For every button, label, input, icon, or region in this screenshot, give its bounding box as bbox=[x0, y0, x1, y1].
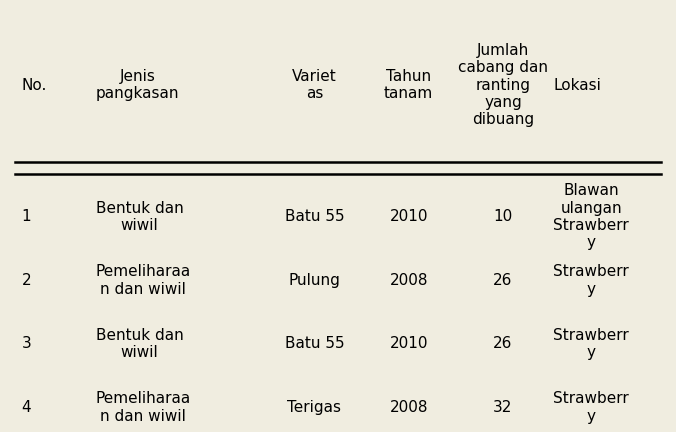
Text: Jumlah
cabang dan
ranting
yang
dibuang: Jumlah cabang dan ranting yang dibuang bbox=[458, 43, 548, 127]
Text: No.: No. bbox=[22, 78, 47, 92]
Text: 2010: 2010 bbox=[389, 210, 428, 224]
Text: Pemeliharaa
n dan wiwil: Pemeliharaa n dan wiwil bbox=[95, 391, 191, 424]
Text: Jenis
pangkasan: Jenis pangkasan bbox=[95, 69, 179, 101]
Text: 32: 32 bbox=[493, 400, 512, 415]
Text: 3: 3 bbox=[22, 337, 31, 351]
Text: Strawberr
y: Strawberr y bbox=[554, 264, 629, 297]
Text: Terigas: Terigas bbox=[287, 400, 341, 415]
Text: Tahun
tanam: Tahun tanam bbox=[384, 69, 433, 101]
Text: 26: 26 bbox=[493, 337, 512, 351]
Text: 2008: 2008 bbox=[389, 273, 428, 288]
Text: 2010: 2010 bbox=[389, 337, 428, 351]
Text: Batu 55: Batu 55 bbox=[285, 337, 344, 351]
Text: Lokasi: Lokasi bbox=[554, 78, 602, 92]
Text: Bentuk dan
wiwil: Bentuk dan wiwil bbox=[95, 328, 183, 360]
Text: Pemeliharaa
n dan wiwil: Pemeliharaa n dan wiwil bbox=[95, 264, 191, 297]
Text: Bentuk dan
wiwil: Bentuk dan wiwil bbox=[95, 200, 183, 233]
Text: 1: 1 bbox=[22, 210, 31, 224]
Text: Batu 55: Batu 55 bbox=[285, 210, 344, 224]
Text: Variet
as: Variet as bbox=[292, 69, 337, 101]
Text: Strawberr
y: Strawberr y bbox=[554, 391, 629, 424]
Text: 4: 4 bbox=[22, 400, 31, 415]
Text: Pulung: Pulung bbox=[289, 273, 341, 288]
Text: 26: 26 bbox=[493, 273, 512, 288]
Text: 2: 2 bbox=[22, 273, 31, 288]
Text: 10: 10 bbox=[493, 210, 512, 224]
Text: Blawan
ulangan
Strawberr
y: Blawan ulangan Strawberr y bbox=[554, 183, 629, 251]
Text: 2008: 2008 bbox=[389, 400, 428, 415]
Text: Strawberr
y: Strawberr y bbox=[554, 328, 629, 360]
